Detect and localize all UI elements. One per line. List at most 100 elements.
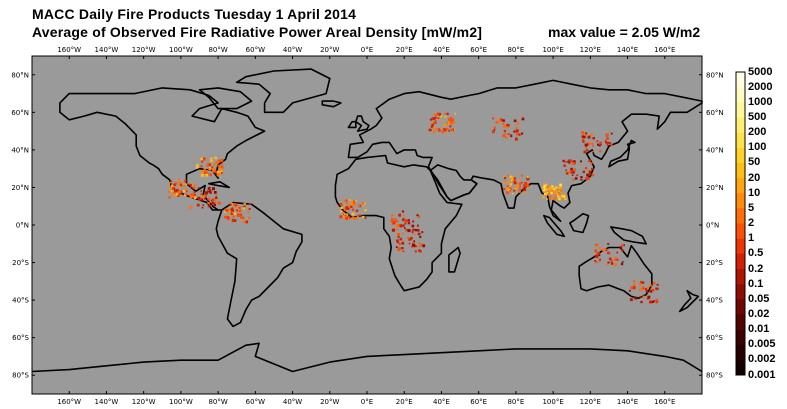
fire-pixel: [182, 184, 185, 188]
lon-label-bottom: 20°W: [320, 398, 339, 406]
fire-pixel: [404, 227, 406, 229]
fire-pixel: [171, 184, 175, 188]
fire-pixel: [605, 141, 607, 144]
colorbar-segment: [736, 359, 745, 376]
fire-pixel: [194, 193, 196, 196]
fire-pixel: [210, 162, 213, 165]
fire-pixel: [516, 184, 520, 188]
fire-pixel: [545, 192, 549, 195]
lon-label-bottom: 120°W: [132, 398, 156, 406]
fire-pixel: [582, 170, 585, 173]
colorbar-label: 200: [748, 126, 767, 139]
fire-pixel: [520, 174, 523, 177]
fire-pixel: [580, 160, 582, 163]
fire-pixel: [567, 170, 571, 174]
fire-pixel: [233, 203, 236, 206]
fire-pixel: [407, 236, 410, 240]
fire-pixel: [513, 130, 516, 133]
fire-pixel: [590, 162, 593, 165]
fire-pixel: [219, 168, 223, 171]
fire-pixel: [220, 172, 223, 174]
fire-pixel: [565, 169, 568, 172]
fire-pixel: [446, 127, 449, 130]
fire-pixel: [188, 183, 190, 185]
fire-pixel: [350, 200, 353, 204]
fire-pixel: [411, 231, 414, 234]
fire-pixel: [592, 145, 594, 147]
fire-pixel: [419, 250, 422, 253]
fire-pixel: [420, 243, 423, 246]
fire-pixel: [643, 287, 646, 291]
colorbar-segment: [736, 102, 745, 118]
colorbar-segment: [736, 284, 745, 300]
fire-pixel: [506, 191, 509, 195]
fire-pixel: [212, 187, 215, 191]
fire-pixel: [602, 248, 605, 252]
fire-pixel: [598, 254, 601, 257]
fire-pixel: [213, 163, 216, 166]
colorbar-segment: [736, 208, 745, 224]
fire-pixel: [247, 204, 250, 207]
fire-pixel: [418, 245, 421, 248]
fire-pixel: [503, 181, 505, 184]
lon-label-top: 120°E: [580, 46, 601, 54]
fire-pixel: [639, 280, 643, 284]
fire-pixel: [217, 201, 221, 205]
fire-pixel: [402, 218, 405, 221]
fire-pixel: [430, 125, 434, 129]
fire-pixel: [515, 186, 518, 190]
lon-label-top: 80°W: [208, 46, 227, 54]
lat-label-left: 60°N: [11, 109, 29, 117]
fire-pixel: [655, 300, 659, 304]
fire-pixel: [340, 210, 343, 213]
fire-pixel: [547, 192, 550, 195]
lon-label-top: 140°W: [95, 46, 119, 54]
fire-pixel: [183, 194, 186, 197]
fire-pixel: [604, 248, 607, 251]
fire-pixel: [585, 177, 589, 180]
land-madagascar: [448, 246, 461, 273]
fire-pixel: [511, 176, 514, 180]
lon-label-bottom: 20°E: [396, 398, 413, 406]
lon-label-bottom: 100°E: [542, 398, 563, 406]
fire-pixel: [346, 213, 348, 216]
fire-pixel: [520, 117, 523, 119]
fire-pixel: [173, 194, 177, 197]
fire-pixel: [502, 122, 505, 125]
lon-label-top: 160°W: [57, 46, 81, 54]
fire-pixel: [431, 127, 434, 130]
land-ireland: [347, 120, 357, 129]
fire-pixel: [196, 164, 199, 167]
fire-pixel: [223, 215, 227, 219]
fire-pixel: [243, 205, 246, 208]
fire-pixel: [629, 289, 631, 292]
fire-pixel: [192, 186, 196, 190]
fire-pixel: [191, 193, 194, 196]
fire-pixel: [211, 166, 214, 169]
fire-pixel: [209, 204, 212, 207]
fire-pixel: [178, 180, 181, 184]
fire-pixels: [168, 112, 659, 304]
fire-pixel: [572, 178, 575, 181]
fire-pixel: [414, 250, 417, 253]
fire-pixel: [200, 192, 203, 196]
fire-pixel: [629, 298, 633, 302]
fire-pixel: [207, 197, 211, 201]
fire-pixel: [216, 201, 219, 204]
fire-pixel: [207, 163, 209, 166]
fire-pixel: [550, 185, 554, 189]
fire-pixel: [563, 197, 566, 200]
fire-pixel: [633, 280, 636, 283]
fire-pixel: [349, 199, 351, 201]
lat-label-right: 20°S: [706, 259, 723, 267]
colorbar-label: 1000: [748, 95, 773, 108]
fire-pixel: [513, 180, 516, 183]
lon-label-top: 140°E: [617, 46, 638, 54]
fire-pixel: [653, 300, 656, 302]
fire-pixel: [598, 144, 601, 147]
fire-pixel: [582, 140, 585, 143]
fire-pixel: [571, 162, 575, 165]
fire-pixel: [238, 206, 241, 209]
fire-pixel: [399, 243, 401, 246]
fire-pixel: [620, 262, 624, 266]
